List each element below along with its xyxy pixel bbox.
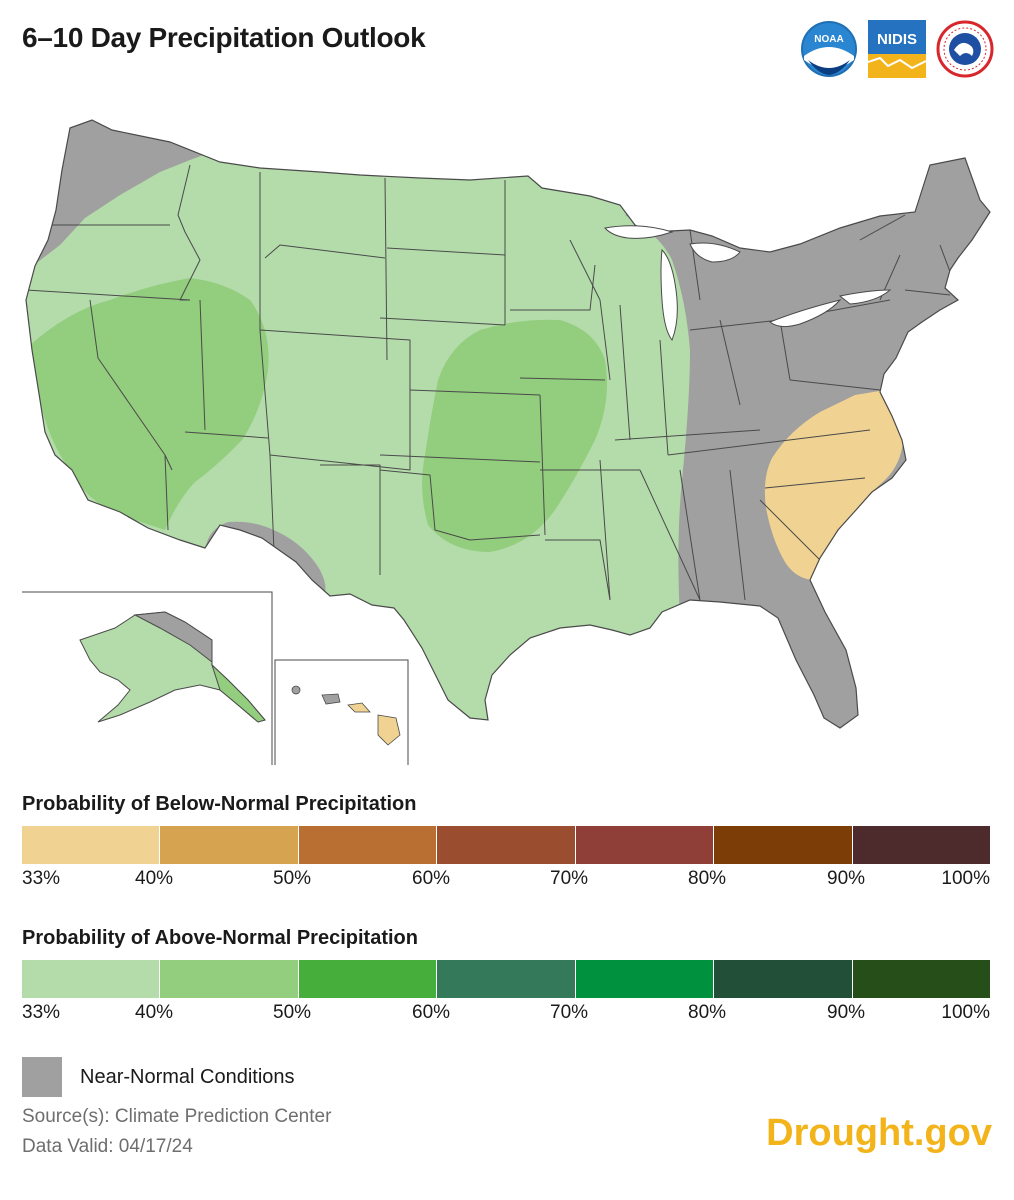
below-swatch-60-70 xyxy=(437,826,576,864)
above-swatch-33-40 xyxy=(22,960,161,998)
nidis-logo[interactable]: NIDIS xyxy=(868,20,926,78)
legend-above-ramp xyxy=(22,960,990,998)
tick-label: 40% xyxy=(135,1002,174,1023)
legend-below-title: Probability of Below-Normal Precipitatio… xyxy=(22,793,417,815)
above-swatch-50-60 xyxy=(298,960,438,998)
carolinas-below-33-region xyxy=(764,390,904,580)
tick-label: 33% xyxy=(22,868,61,889)
tick-label: 60% xyxy=(412,1002,451,1023)
svg-text:NOAA: NOAA xyxy=(814,34,843,45)
tick-label: 70% xyxy=(550,868,589,889)
tick-label: 33% xyxy=(22,1002,61,1023)
northwest-near-normal-region xyxy=(26,120,222,268)
legend-below-ticks: 33% 40% 50% 60% 70% 80% 90% 100% xyxy=(22,868,990,894)
legend-above-ticks: 33% 40% 50% 60% 70% 80% 90% 100% xyxy=(22,1002,990,1028)
west-above-40-region xyxy=(30,278,269,530)
tick-label: 40% xyxy=(135,868,174,889)
below-swatch-80-90 xyxy=(714,826,853,864)
legend-above-normal: Probability of Above-Normal Precipitatio… xyxy=(22,927,990,1028)
source-text: Source(s): Climate Prediction Center xyxy=(22,1106,332,1127)
legend-below-normal: Probability of Below-Normal Precipitatio… xyxy=(22,793,990,894)
below-swatch-90-100 xyxy=(852,826,990,864)
tick-label: 50% xyxy=(273,868,312,889)
below-swatch-40-50 xyxy=(160,826,299,864)
hawaii-inset xyxy=(274,659,409,765)
tick-label: 60% xyxy=(412,868,451,889)
above-swatch-90-100 xyxy=(852,960,990,998)
logo-group: NOAA NIDIS xyxy=(800,20,994,78)
data-valid-text: Data Valid: 04/17/24 xyxy=(22,1136,193,1157)
outlook-map xyxy=(20,100,1000,780)
state-borders xyxy=(26,164,956,601)
tick-label: 80% xyxy=(688,1002,727,1023)
source-info: Source(s): Climate Prediction Center Dat… xyxy=(22,1102,331,1162)
tick-label: 70% xyxy=(550,1002,589,1023)
near-normal-legend: Near-Normal Conditions xyxy=(22,1057,295,1097)
near-normal-swatch xyxy=(22,1057,62,1097)
tick-label: 90% xyxy=(827,868,866,889)
below-swatch-50-60 xyxy=(298,826,438,864)
noaa-logo[interactable]: NOAA xyxy=(800,20,858,78)
tick-label: 100% xyxy=(941,1002,990,1023)
page-title: 6–10 Day Precipitation Outlook xyxy=(22,22,426,53)
svg-text:NIDIS: NIDIS xyxy=(877,31,917,48)
above-swatch-60-70 xyxy=(437,960,576,998)
legend-above-title: Probability of Above-Normal Precipitatio… xyxy=(22,927,418,949)
alaska-inset xyxy=(22,591,273,765)
legend-below-ramp xyxy=(22,826,990,864)
great-lakes xyxy=(604,225,892,341)
tick-label: 90% xyxy=(827,1002,866,1023)
above-swatch-70-80 xyxy=(575,960,715,998)
below-swatch-33-40 xyxy=(22,826,161,864)
near-normal-label: Near-Normal Conditions xyxy=(80,1065,295,1088)
tick-label: 100% xyxy=(941,868,990,889)
tick-label: 50% xyxy=(273,1002,312,1023)
above-swatch-80-90 xyxy=(714,960,853,998)
drought-gov-link[interactable]: Drought.gov xyxy=(766,1112,992,1154)
above-swatch-40-50 xyxy=(160,960,299,998)
plains-above-40-region xyxy=(422,319,608,552)
nws-logo[interactable] xyxy=(936,20,994,78)
map-svg xyxy=(22,119,991,765)
below-swatch-70-80 xyxy=(575,826,715,864)
tick-label: 80% xyxy=(688,868,727,889)
